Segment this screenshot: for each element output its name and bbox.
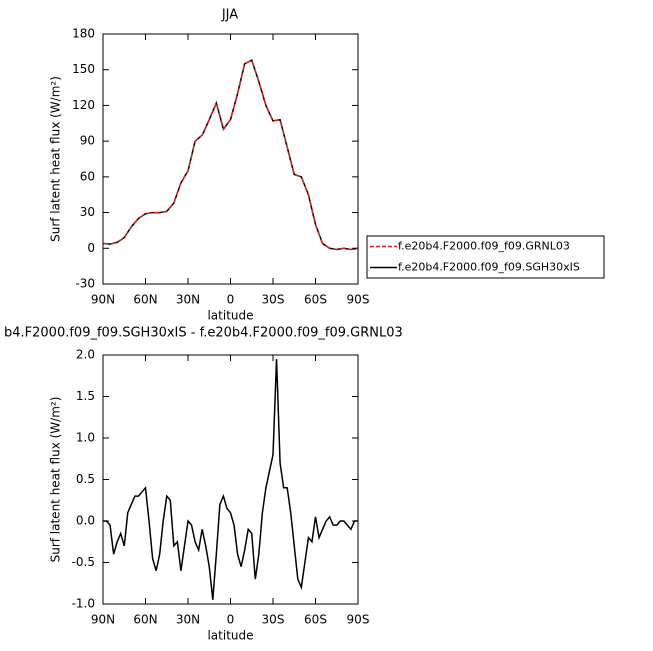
x-tick-label: 30S [262,293,285,307]
x-tick-label: 60S [304,293,327,307]
y-tick-label: -0.5 [72,555,95,569]
legend-label: f.e20b4.F2000.f09_f09.GRNL03 [398,240,570,253]
y-tick-label: 0.5 [76,472,95,486]
y-tick-label: 150 [72,62,95,76]
x-tick-label: 60N [133,613,157,627]
x-tick-label: 0 [227,613,235,627]
series-line [102,59,359,251]
series-line [102,59,359,251]
y-tick-label: 1.5 [76,389,95,403]
y-tick-label: 1.0 [76,431,95,445]
x-tick-label: 90S [347,613,370,627]
chart-title: b4.F2000.f09_f09.SGH30xIS - f.e20b4.F200… [4,326,403,341]
x-tick-label: 90N [91,613,115,627]
y-tick-label: 0 [87,241,95,255]
x-axis-label: latitude [207,629,253,643]
plot-frame [102,33,359,285]
y-tick-label: 60 [80,169,95,183]
x-tick-label: 90S [347,293,370,307]
y-axis-label: Surf latent heat flux (W/m²) [49,76,63,242]
plot-frame [102,354,359,605]
y-tick-label: 120 [72,98,95,112]
legend-box [366,235,605,279]
y-tick-label: 0.0 [76,514,95,528]
y-tick-label: 90 [80,134,95,148]
y-tick-label: -30 [75,277,95,291]
x-tick-label: 0 [227,293,235,307]
x-tick-label: 30N [176,613,200,627]
x-tick-label: 30S [262,613,285,627]
y-axis-label: Surf latent heat flux (W/m²) [49,397,63,563]
y-tick-label: 2.0 [76,348,95,362]
x-axis-label: latitude [207,309,253,323]
x-tick-label: 30N [176,293,200,307]
x-tick-label: 90N [91,293,115,307]
y-tick-label: 30 [80,205,95,219]
y-tick-label: 180 [72,27,95,41]
legend-label: f.e20b4.F2000.f09_f09.SGH30xIS [398,261,580,274]
y-tick-label: -1.0 [72,597,95,611]
x-tick-label: 60N [133,293,157,307]
chart-title: JJA [221,8,238,23]
x-tick-label: 60S [304,613,327,627]
series-line [103,359,358,600]
